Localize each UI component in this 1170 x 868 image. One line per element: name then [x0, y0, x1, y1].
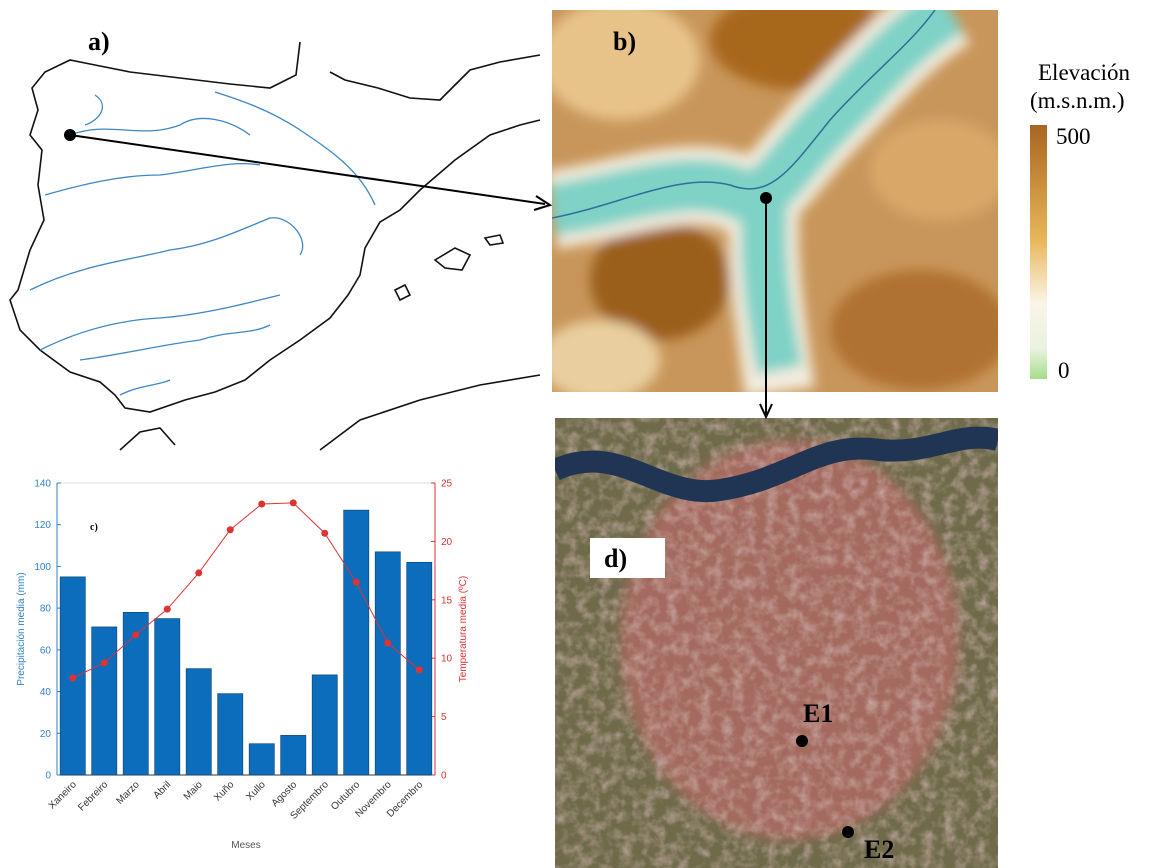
temperature-point [195, 569, 202, 576]
bar [375, 552, 400, 775]
x-tick-label: Xullo [244, 779, 268, 803]
legend-title: Elevación [1038, 60, 1130, 85]
y-axis-label: Precipitación media (mm) [16, 572, 27, 685]
station-label: E2 [864, 835, 894, 864]
y-tick-label: 40 [40, 687, 52, 698]
colorbar-min: 0 [1058, 358, 1070, 383]
temperature-point [132, 631, 139, 638]
y-tick-label: 100 [34, 562, 51, 573]
temperature-point [164, 606, 171, 613]
panel-label: a) [88, 27, 110, 56]
location-dot [760, 192, 772, 204]
map-panel [10, 42, 540, 450]
x-axis-label: Meses [231, 840, 260, 851]
bar [344, 510, 369, 775]
legend-unit: (m.s.n.m.) [1030, 88, 1125, 113]
y-tick-label: 60 [40, 645, 52, 656]
panel-label: d) [604, 544, 627, 573]
temperature-point [258, 501, 265, 508]
temperature-point [290, 499, 297, 506]
y2-tick-label: 15 [441, 595, 453, 606]
bar [155, 619, 180, 775]
temperature-point [227, 526, 234, 533]
bar [281, 735, 306, 775]
aerial-image [555, 418, 998, 868]
x-tick-label: Abril [151, 779, 173, 801]
y2-tick-label: 10 [441, 654, 453, 665]
bar [249, 744, 274, 775]
y2-tick-label: 20 [441, 537, 453, 548]
bar [218, 694, 243, 775]
y2-axis-label: Temperatura media (ºC) [458, 576, 469, 682]
bar [312, 675, 337, 775]
temperature-point [353, 579, 360, 586]
climate-chart: 0 20 40 60 80 100 120 140 0 5 10 15 20 25 Precipitació… [16, 479, 469, 852]
elevation-map [540, 0, 1010, 400]
location-dot [64, 129, 76, 141]
panel-label: c) [90, 522, 98, 533]
colorbar-max: 500 [1056, 124, 1091, 149]
x-tick-label: Febreiro [76, 779, 110, 813]
colorbar [1030, 125, 1047, 379]
station-dot [842, 826, 854, 838]
bar [92, 627, 117, 775]
panel-label: b) [613, 27, 636, 56]
y-tick-label: 120 [34, 520, 51, 531]
y-tick-label: 0 [45, 771, 51, 782]
y-tick-label: 20 [40, 729, 52, 740]
bar [186, 669, 211, 775]
temperature-point [69, 675, 76, 682]
temperature-point [101, 659, 108, 666]
x-tick-label: Marzo [114, 779, 142, 807]
y2-tick-label: 0 [441, 771, 447, 782]
x-tick-label: Xuño [212, 779, 237, 804]
y2-tick-label: 25 [441, 479, 453, 490]
figure: a) b) Elevación (m.s.n.m.) 500 0 d) E1 [0, 0, 1170, 868]
x-tick-label: Agosto [270, 779, 300, 809]
y2-tick-label: 5 [441, 712, 447, 723]
station-label: E1 [803, 699, 833, 728]
station-dot [796, 735, 808, 747]
temperature-point [384, 640, 391, 647]
temperature-point [416, 666, 423, 673]
temperature-point [321, 530, 328, 537]
y-tick-label: 80 [40, 604, 52, 615]
x-tick-label: Xaneiro [47, 779, 79, 811]
x-tick-label: Maio [182, 779, 205, 802]
y-tick-label: 140 [34, 479, 51, 490]
